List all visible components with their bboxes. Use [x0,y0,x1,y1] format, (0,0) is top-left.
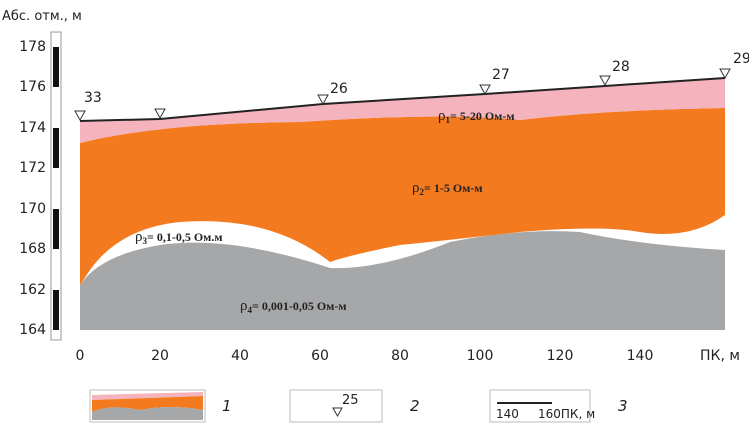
legend-box [290,390,382,422]
x-tick-label: 140 [627,348,654,364]
y-tick-label: 178 [19,39,46,55]
legend-number: 2 [410,397,420,415]
legend-sample: 160ПК, м [538,407,595,421]
symbol: ρ [240,298,248,314]
legend-number: 3 [618,397,628,415]
legend-gray [92,407,203,420]
y-tick-label: 168 [19,241,46,257]
segment [53,128,59,168]
y-tick-label: 170 [19,201,46,217]
text: = 5-20 Ом-м [450,109,515,123]
marker [480,85,490,94]
station-label: 26 [330,81,348,97]
legend-sample: 140 [496,407,519,421]
x-tick-label: 20 [151,348,169,364]
y-tick-label: 172 [19,160,46,176]
x-tick-label: 80 [391,348,409,364]
x-tick-label: 60 [311,348,329,364]
x-tick-label: 40 [231,348,249,364]
station-label: 27 [492,67,510,83]
station-label: 29 [733,51,749,67]
layer-label: ρ1= 5-20 Ом-м [438,108,515,125]
symbol: ρ [135,229,143,245]
y-axis-title: Абс. отм., м [2,9,82,24]
x-tick-label: 120 [547,348,574,364]
y-tick-label: 176 [19,79,46,95]
text: = 1-5 Ом-м [424,181,483,195]
legend-sample: 25 [342,393,359,408]
symbol: ρ [412,180,420,196]
y-tick-label: 164 [19,322,46,338]
legend: 1 25 2 140 160ПК, м 3 [90,390,628,422]
segment [53,209,59,249]
x-tick-label: 0 [76,348,85,364]
symbol: ρ [438,108,446,124]
legend-number: 1 [222,397,232,415]
station-label: 28 [612,59,630,75]
marker [75,111,85,120]
station-label: 33 [84,90,102,106]
segment [53,47,59,87]
marker [318,95,328,104]
text: = 0,001-0,05 Ом-м [252,299,347,313]
x-tick-label: 100 [467,348,494,364]
y-tick-label: 174 [19,120,46,136]
layer-label: ρ3= 0,1-0,5 Ом.м [135,229,223,246]
segment [53,290,59,330]
cross-section: 33 26 27 28 29 ρ1= 5-20 Ом-м ρ2= 1-5 Ом-… [0,0,749,423]
marker [600,76,610,85]
marker [720,69,730,78]
x-axis-unit: ПК, м [700,348,740,364]
marker [155,109,165,118]
gray-layer [80,231,725,330]
y-tick-label: 162 [19,282,46,298]
text: = 0,1-0,5 Ом.м [147,230,223,244]
layer-label: ρ4= 0,001-0,05 Ом-м [240,298,347,315]
